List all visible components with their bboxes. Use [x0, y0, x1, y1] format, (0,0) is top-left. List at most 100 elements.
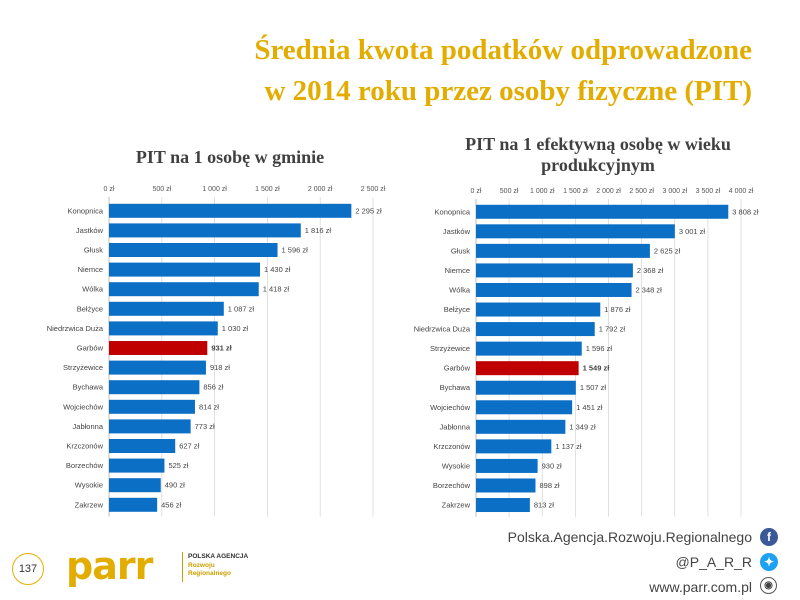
- twitter-link[interactable]: @P_A_R_R: [675, 554, 752, 570]
- bar-highlighted: [109, 341, 208, 355]
- category-label: Garbów: [77, 344, 104, 353]
- bar: [476, 224, 675, 239]
- category-label: Krzczonów: [66, 442, 103, 451]
- value-label: 2 295 zł: [355, 206, 382, 215]
- bar: [476, 204, 729, 219]
- x-tick-label: 3 000 zł: [662, 188, 687, 195]
- x-tick-label: 500 zł: [152, 186, 171, 193]
- value-label: 856 zł: [203, 383, 223, 392]
- chart-2-title-line-2: produkcyjnym: [541, 155, 655, 175]
- x-tick-label: 3 500 zł: [696, 188, 721, 195]
- bar: [476, 380, 576, 395]
- category-label: Głusk: [84, 246, 103, 255]
- bar: [109, 478, 161, 493]
- x-tick-label: 1 000 zł: [530, 188, 555, 195]
- value-label: 456 zł: [161, 500, 181, 509]
- value-label: 1 087 zł: [228, 304, 255, 313]
- value-label: 930 zł: [542, 461, 562, 470]
- bar: [109, 243, 278, 257]
- bar: [476, 419, 566, 434]
- bar: [109, 223, 301, 238]
- category-label: Zakrzew: [75, 500, 104, 509]
- bar: [476, 263, 633, 278]
- value-label: 2 368 zł: [637, 266, 664, 275]
- value-label: 3 808 zł: [732, 207, 759, 216]
- x-tick-label: 4 000 zł: [729, 188, 754, 195]
- bar: [476, 341, 582, 356]
- category-label: Wólka: [82, 285, 104, 294]
- logo-sub-line-1: POLSKA AGENCJA: [188, 553, 249, 560]
- category-label: Konopnica: [68, 206, 104, 215]
- category-label: Głusk: [451, 246, 470, 255]
- value-label: 898 zł: [539, 481, 559, 490]
- x-tick-label: 500 zł: [500, 188, 519, 195]
- twitter-icon[interactable]: ✦: [760, 553, 778, 571]
- value-label: 2 625 zł: [654, 246, 681, 255]
- chart-2-title-line-1: PIT na 1 efektywną osobę w wieku: [465, 134, 731, 154]
- chart-2-title: PIT na 1 efektywną osobę w wieku produkc…: [418, 134, 778, 176]
- value-label: 1 451 zł: [576, 403, 603, 412]
- category-label: Konopnica: [435, 207, 471, 216]
- category-label: Strzyżewice: [63, 363, 103, 372]
- value-label: 490 zł: [165, 481, 185, 490]
- website-link[interactable]: www.parr.com.pl: [649, 579, 752, 595]
- x-tick-label: 2 500 zł: [629, 188, 654, 195]
- category-label: Jastków: [76, 226, 104, 235]
- category-label: Jabłonna: [440, 422, 471, 431]
- value-label: 773 zł: [195, 422, 215, 431]
- category-label: Bełżyce: [444, 305, 470, 314]
- bar: [109, 282, 259, 297]
- bar: [476, 478, 536, 493]
- category-label: Niedrzwica Duża: [414, 325, 471, 334]
- logo-sub-line-3: Regionalnego: [188, 570, 231, 577]
- page-number: 137: [12, 553, 44, 585]
- bar: [476, 439, 552, 454]
- value-label: 1 816 zł: [305, 226, 332, 235]
- category-label: Niemce: [78, 265, 103, 274]
- category-label: Strzyżewice: [430, 344, 470, 353]
- value-label: 1 596 zł: [282, 246, 309, 255]
- facebook-icon[interactable]: f: [760, 528, 778, 546]
- value-label: 1 792 zł: [599, 325, 626, 334]
- category-label: Wojciechów: [430, 403, 470, 412]
- bar: [476, 498, 530, 513]
- bar: [476, 302, 601, 317]
- logo-sub-line-2: Rozwoju: [188, 562, 215, 569]
- web-icon[interactable]: ◉: [760, 577, 777, 594]
- bar: [476, 243, 650, 258]
- value-label: 627 zł: [179, 442, 199, 451]
- category-label: Bychawa: [73, 383, 104, 392]
- parr-logo: parr: [66, 544, 153, 588]
- category-label: Bychawa: [440, 383, 471, 392]
- value-label: 1 418 zł: [263, 285, 290, 294]
- value-label: 1 507 zł: [580, 383, 607, 392]
- logo-divider: [182, 552, 183, 582]
- value-label: 1 430 zł: [264, 265, 291, 274]
- value-label: 1 596 zł: [586, 344, 613, 353]
- value-label: 814 zł: [199, 402, 219, 411]
- logo-text: parr: [66, 544, 153, 588]
- bar: [476, 458, 538, 473]
- bar: [109, 203, 352, 218]
- x-tick-label: 1 500 zł: [563, 188, 588, 195]
- bar: [476, 282, 632, 297]
- category-label: Bełżyce: [77, 304, 103, 313]
- bar: [109, 419, 191, 434]
- x-tick-label: 2 500 zł: [361, 186, 386, 193]
- agency-link[interactable]: Polska.Agencja.Rozwoju.Regionalnego: [507, 529, 752, 545]
- bar: [109, 321, 218, 336]
- value-label: 1 349 zł: [569, 422, 596, 431]
- category-label: Niedrzwica Duża: [47, 324, 104, 333]
- x-tick-label: 2 000 zł: [596, 188, 621, 195]
- bar: [476, 322, 595, 337]
- category-label: Borzechów: [433, 481, 471, 490]
- category-label: Borzechów: [66, 461, 104, 470]
- x-tick-label: 0 zł: [104, 186, 115, 193]
- value-label: 2 348 zł: [636, 285, 663, 294]
- category-label: Wólka: [449, 285, 471, 294]
- value-label: 1 549 zł: [583, 364, 611, 373]
- bar: [476, 400, 573, 415]
- value-label: 525 zł: [168, 461, 188, 470]
